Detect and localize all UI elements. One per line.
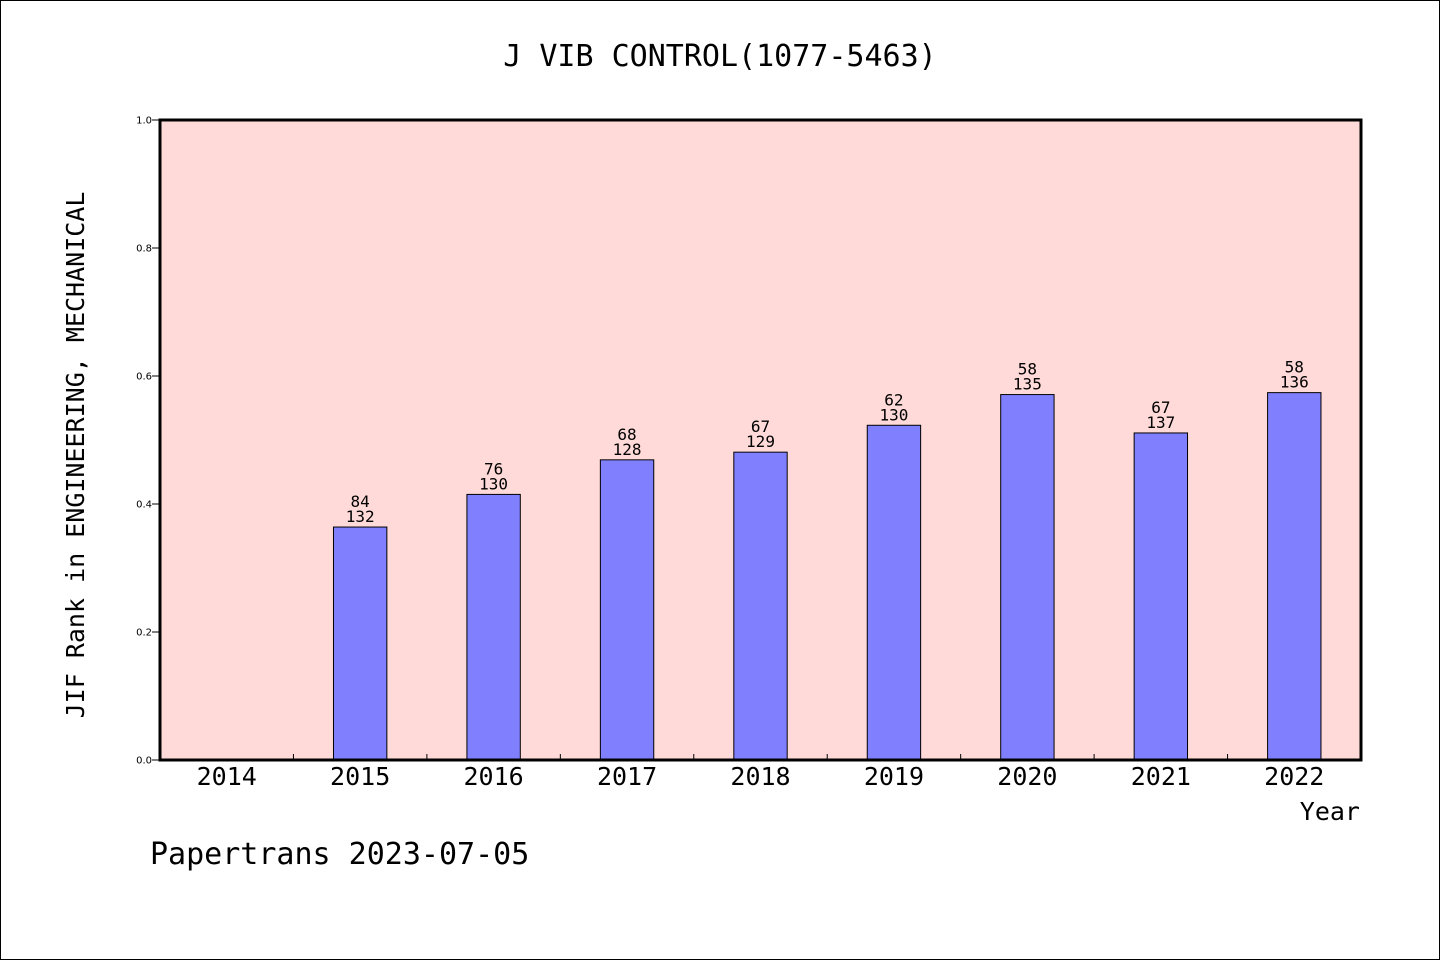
- x-axis-ticks: 2014 2015 2016 2017 2018 2019 2020 2021 2022: [197, 754, 1324, 791]
- bar-rank-label: 62: [884, 390, 903, 409]
- bar-rank-label: 67: [751, 417, 770, 436]
- x-tick-label: 2021: [1131, 762, 1191, 791]
- x-axis-label: Year: [1300, 797, 1360, 826]
- plot-border: [158, 118, 1363, 762]
- y-tick-label: 0.0: [136, 756, 152, 767]
- bar-rank-label: 68: [617, 425, 636, 444]
- bar-total-label: 132: [346, 507, 375, 526]
- x-tick-label: 2016: [464, 762, 524, 791]
- chart-title: J VIB CONTROL(1077-5463): [503, 39, 936, 74]
- bar-total-label: 130: [479, 474, 508, 493]
- x-tick-label: 2018: [730, 762, 790, 791]
- bar-2020: [1000, 394, 1055, 761]
- y-tick-label: 0.6: [136, 372, 152, 383]
- x-tick-label: 2017: [597, 762, 657, 791]
- bar-total-label: 130: [879, 405, 908, 424]
- bar-2021: [1133, 432, 1189, 761]
- y-tick-label: 0.8: [136, 244, 152, 255]
- y-tick-label: 0.4: [136, 500, 152, 511]
- bars: [332, 392, 1322, 761]
- bar-rank-label: 67: [1151, 398, 1170, 417]
- bar-2015: [332, 526, 388, 761]
- bar-2018: [733, 451, 788, 761]
- bar-2022: [1267, 392, 1322, 761]
- bar-total-label: 129: [746, 432, 775, 451]
- bar-total-label: 136: [1280, 373, 1309, 392]
- x-tick-label: 2020: [997, 762, 1057, 791]
- bar-rank-label: 58: [1018, 360, 1037, 379]
- bar-rank-label: 84: [351, 492, 370, 511]
- bar-total-label: 135: [1013, 375, 1042, 394]
- y-tick-label: 0.2: [136, 628, 152, 639]
- x-tick-label: 2022: [1264, 762, 1324, 791]
- bar-rank-label: 76: [484, 459, 503, 478]
- bar-total-label: 128: [613, 440, 642, 459]
- footer-text: Papertrans 2023-07-05: [150, 837, 529, 872]
- bar-2016: [466, 493, 521, 761]
- y-axis-label: JIF Rank in ENGINEERING, MECHANICAL: [61, 192, 90, 719]
- y-axis-ticks: 0.0 0.2 0.4 0.6 0.8 1.0: [136, 116, 160, 767]
- bar-2019: [866, 424, 922, 761]
- x-tick-label: 2015: [330, 762, 390, 791]
- x-tick-label: 2014: [197, 762, 257, 791]
- bar-total-label: 137: [1146, 413, 1175, 432]
- bar-2017: [599, 459, 655, 761]
- x-tick-label: 2019: [864, 762, 924, 791]
- y-tick-label: 1.0: [136, 116, 152, 127]
- bar-rank-label: 58: [1285, 358, 1304, 377]
